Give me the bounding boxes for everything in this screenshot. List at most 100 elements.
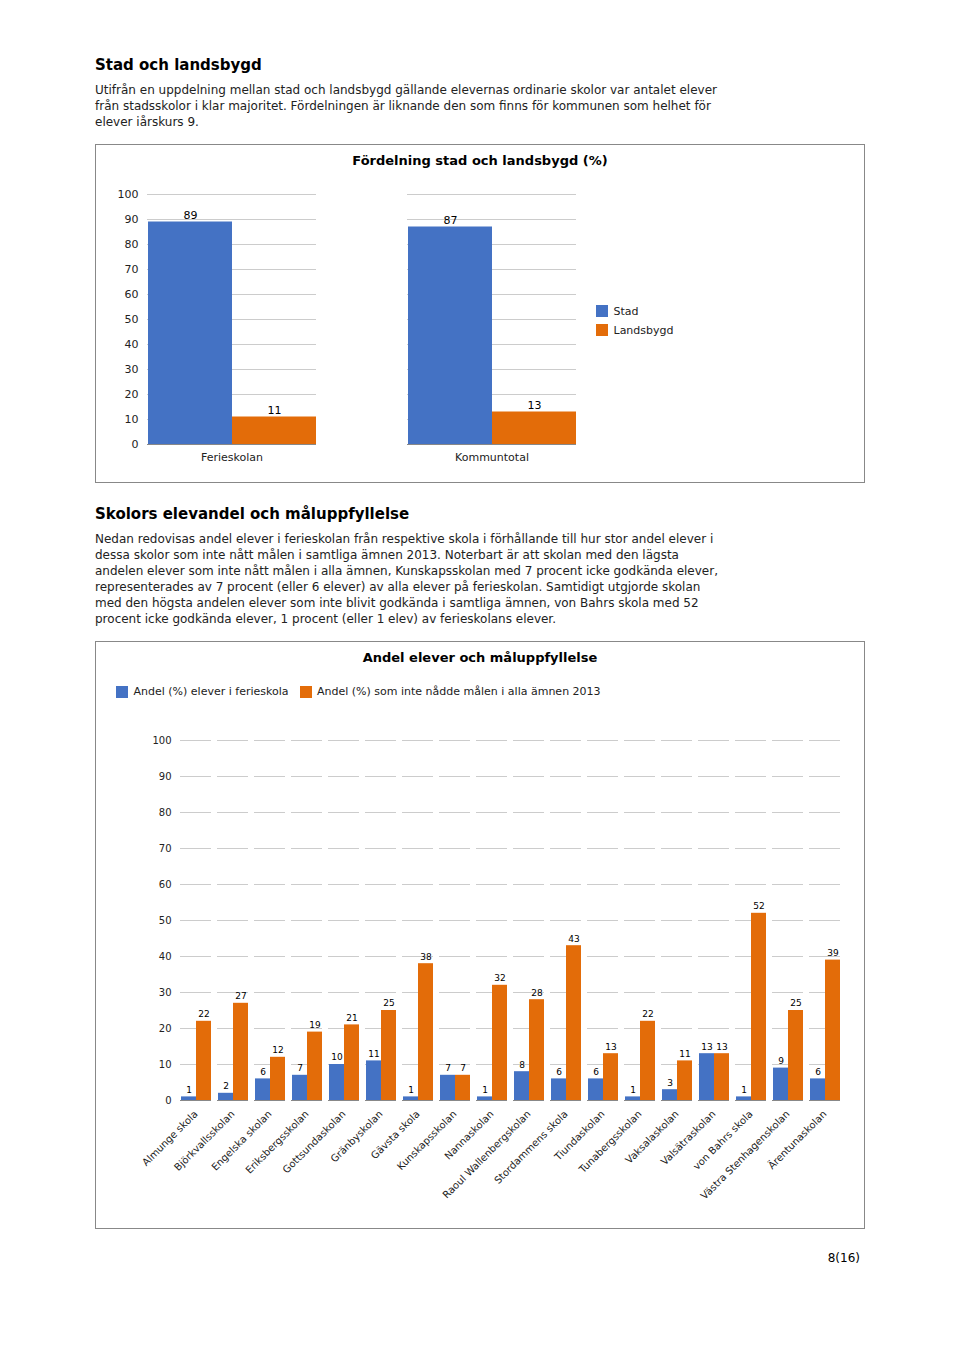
svg-text:22: 22 bbox=[198, 1009, 209, 1019]
svg-text:13: 13 bbox=[716, 1041, 727, 1051]
svg-text:90: 90 bbox=[159, 770, 172, 781]
svg-text:50: 50 bbox=[125, 313, 139, 326]
svg-text:7: 7 bbox=[297, 1063, 303, 1073]
svg-text:21: 21 bbox=[346, 1012, 357, 1022]
svg-text:Almunge skola: Almunge skola bbox=[140, 1107, 200, 1168]
svg-text:von Bahrs skola: von Bahrs skola bbox=[691, 1107, 755, 1172]
html-text:elever iårskurs 9.: elever iårskurs 9. bbox=[95, 115, 199, 129]
svg-text:80: 80 bbox=[159, 806, 172, 817]
svg-text:1: 1 bbox=[186, 1084, 192, 1094]
html-text:Andel (%) som inte nådde målen: Andel (%) som inte nådde målen i alla äm… bbox=[317, 685, 601, 698]
svg-text:13: 13 bbox=[605, 1041, 616, 1051]
svg-text:19: 19 bbox=[309, 1019, 321, 1029]
html-text:med den högsta andelen elever: med den högsta andelen elever som inte b… bbox=[95, 596, 699, 610]
svg-text:Ferieskolan: Ferieskolan bbox=[201, 451, 263, 464]
svg-text:28: 28 bbox=[531, 987, 543, 997]
svg-text:7: 7 bbox=[445, 1063, 451, 1073]
svg-text:52: 52 bbox=[753, 901, 764, 911]
svg-text:Kunskapsskolan: Kunskapsskolan bbox=[395, 1108, 459, 1172]
html-text:Landsbygd: Landsbygd bbox=[613, 323, 674, 337]
html-text:andelen elever som inte nått m: andelen elever som inte nått målen i all… bbox=[95, 564, 718, 578]
svg-text:Ärentunaskolan: Ärentunaskolan bbox=[765, 1107, 829, 1171]
svg-text:0: 0 bbox=[132, 438, 139, 451]
svg-text:20: 20 bbox=[159, 1022, 172, 1033]
html-text:Utifrån en uppdelning mellan s: Utifrån en uppdelning mellan stad och la… bbox=[95, 83, 717, 97]
svg-text:22: 22 bbox=[642, 1009, 653, 1019]
svg-text:Eriksbergsskolan: Eriksbergsskolan bbox=[243, 1108, 310, 1175]
svg-text:Gottsundaskolan: Gottsundaskolan bbox=[280, 1108, 347, 1175]
svg-text:Stordammens skola: Stordammens skola bbox=[492, 1108, 570, 1186]
svg-text:40: 40 bbox=[159, 950, 172, 961]
html-text:8(16): 8(16) bbox=[827, 1250, 860, 1265]
svg-text:1: 1 bbox=[630, 1084, 636, 1094]
svg-text:25: 25 bbox=[790, 998, 801, 1008]
svg-text:7: 7 bbox=[460, 1063, 466, 1073]
svg-text:6: 6 bbox=[260, 1066, 266, 1076]
svg-text:39: 39 bbox=[827, 947, 839, 957]
html-text:Stad: Stad bbox=[613, 304, 639, 318]
svg-text:80: 80 bbox=[125, 238, 139, 251]
svg-text:25: 25 bbox=[383, 998, 394, 1008]
svg-text:6: 6 bbox=[815, 1066, 821, 1076]
svg-text:2: 2 bbox=[223, 1081, 229, 1091]
svg-text:11: 11 bbox=[679, 1048, 690, 1058]
svg-text:10: 10 bbox=[331, 1052, 343, 1062]
svg-text:Nannaskolan: Nannaskolan bbox=[442, 1107, 496, 1162]
svg-text:50: 50 bbox=[159, 914, 172, 925]
svg-text:100: 100 bbox=[118, 188, 139, 201]
svg-text:40: 40 bbox=[125, 338, 139, 351]
svg-text:Gränbyskolan: Gränbyskolan bbox=[328, 1107, 385, 1164]
svg-text:70: 70 bbox=[159, 842, 172, 853]
svg-text:13: 13 bbox=[528, 399, 542, 412]
svg-text:32: 32 bbox=[494, 973, 505, 983]
svg-text:89: 89 bbox=[184, 209, 198, 222]
svg-text:38: 38 bbox=[420, 951, 432, 961]
svg-text:3: 3 bbox=[667, 1077, 673, 1087]
svg-text:10: 10 bbox=[125, 413, 139, 426]
svg-text:Engelska skolan: Engelska skolan bbox=[209, 1108, 273, 1172]
html-text:Fördelning stad och landsbygd: Fördelning stad och landsbygd (%) bbox=[352, 153, 608, 168]
html-text:Stad och landsbygd: Stad och landsbygd bbox=[95, 56, 262, 74]
svg-text:Västra Stenhagenskolan: Västra Stenhagenskolan bbox=[698, 1107, 792, 1201]
svg-text:6: 6 bbox=[556, 1066, 562, 1076]
svg-text:0: 0 bbox=[165, 1094, 171, 1105]
svg-text:1: 1 bbox=[482, 1084, 488, 1094]
svg-text:30: 30 bbox=[159, 986, 172, 997]
html-text:Skolors elevandel och måluppfy: Skolors elevandel och måluppfyllelse bbox=[95, 505, 410, 523]
svg-text:11: 11 bbox=[368, 1048, 379, 1058]
html-text:Andel (%) elever i ferieskola: Andel (%) elever i ferieskola bbox=[133, 685, 289, 698]
svg-text:Kommuntotal: Kommuntotal bbox=[455, 451, 529, 464]
svg-text:8: 8 bbox=[519, 1059, 525, 1069]
html-text:dessa skolor som inte nått mål: dessa skolor som inte nått målen i samtl… bbox=[95, 548, 679, 562]
svg-text:1: 1 bbox=[741, 1084, 747, 1094]
svg-text:Björkvallsskolan: Björkvallsskolan bbox=[172, 1108, 237, 1173]
svg-text:43: 43 bbox=[568, 933, 579, 943]
svg-text:Gävsta skola: Gävsta skola bbox=[368, 1107, 422, 1161]
svg-text:87: 87 bbox=[444, 214, 458, 227]
svg-text:20: 20 bbox=[125, 388, 139, 401]
svg-text:27: 27 bbox=[235, 991, 246, 1001]
svg-text:90: 90 bbox=[125, 213, 139, 226]
svg-text:Tiundaskolan: Tiundaskolan bbox=[552, 1107, 607, 1162]
svg-text:60: 60 bbox=[159, 878, 172, 889]
html-text:procent icke godkända elever,: procent icke godkända elever, 1 procent … bbox=[95, 612, 556, 626]
svg-text:1: 1 bbox=[408, 1084, 414, 1094]
svg-text:Raoul Wallenbergskolan: Raoul Wallenbergskolan bbox=[440, 1107, 533, 1200]
svg-text:70: 70 bbox=[125, 263, 139, 276]
svg-text:100: 100 bbox=[152, 734, 171, 745]
svg-text:13: 13 bbox=[701, 1041, 712, 1051]
svg-text:60: 60 bbox=[125, 288, 139, 301]
svg-text:30: 30 bbox=[125, 363, 139, 376]
svg-text:9: 9 bbox=[778, 1055, 784, 1065]
svg-text:10: 10 bbox=[159, 1058, 172, 1069]
svg-text:6: 6 bbox=[593, 1066, 599, 1076]
html-text:från stadsskolor i klar majori: från stadsskolor i klar majoritet. Förde… bbox=[95, 99, 711, 113]
svg-text:Tunabergsskolan: Tunabergsskolan bbox=[576, 1108, 643, 1175]
svg-text:Vaksalaskolan: Vaksalaskolan bbox=[623, 1107, 681, 1166]
html-text:representerades av 7 procent (: representerades av 7 procent (eller 6 el… bbox=[95, 580, 701, 594]
svg-text:Valsätraskolan: Valsätraskolan bbox=[658, 1107, 718, 1167]
svg-text:11: 11 bbox=[268, 404, 282, 417]
html-text:Nedan redovisas andel elever i: Nedan redovisas andel elever i ferieskol… bbox=[95, 532, 714, 546]
svg-text:12: 12 bbox=[272, 1045, 283, 1055]
html-text:Andel elever och måluppfyllels: Andel elever och måluppfyllelse bbox=[362, 650, 598, 665]
